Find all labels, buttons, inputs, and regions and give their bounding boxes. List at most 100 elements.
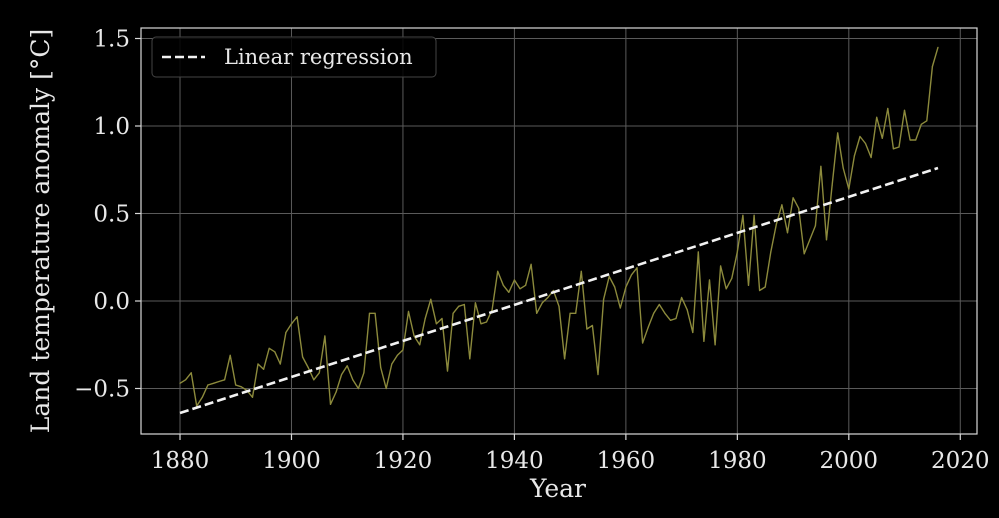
temperature-anomaly-point [491,309,493,311]
x-tick-label: 1880 [151,448,210,474]
legend-label-linear-regression: Linear regression [224,45,413,69]
temperature-anomaly-point [625,286,627,288]
temperature-anomaly-point [731,277,733,279]
temperature-anomaly-point [931,65,934,68]
temperature-anomaly-point [335,391,337,393]
temperature-anomaly-point [441,317,443,320]
x-axis: 1880 1900 1920 1940 1960 1980 2000 2020 [151,434,990,474]
temperature-anomaly-point [296,316,298,318]
temperature-anomaly-point [240,386,242,388]
x-tick-label: 1980 [708,448,767,474]
x-axis-label: Year [529,474,586,503]
temperature-anomaly-point [853,155,856,157]
temperature-anomaly-point [837,132,839,134]
temperature-anomaly-point [452,312,454,314]
temperature-anomaly-point [892,148,895,150]
temperature-anomaly-point [497,270,499,272]
temperature-anomaly-point [201,396,203,398]
temperature-anomaly-point [825,239,828,241]
temperature-anomaly-point [508,291,510,293]
x-tick-label: 1900 [262,448,321,474]
temperature-anomaly-point [714,344,716,346]
temperature-anomaly-point [798,207,800,209]
temperature-anomaly-point [669,319,672,321]
temperature-anomaly-point [519,288,521,290]
temperature-anomaly-point [313,379,315,381]
temperature-anomaly-point [263,368,265,370]
temperature-anomaly-point [463,303,465,306]
temperature-anomaly-point [831,184,833,187]
temperature-anomaly-point [430,298,432,300]
temperature-anomaly-point [235,384,237,386]
x-tick-label: 1960 [597,448,656,474]
temperature-anomaly-point [469,358,471,360]
temperature-anomaly-point [915,139,917,141]
temperature-anomaly-point [380,366,382,369]
temperature-anomaly-point [742,214,744,216]
temperature-anomaly-point [190,372,192,374]
temperature-anomaly-point [597,373,599,376]
temperature-anomaly-point [881,137,883,139]
temperature-anomaly-point [747,284,750,286]
temperature-anomaly-point [814,225,817,227]
temperature-anomaly-point [413,335,415,337]
y-tick-label: 0.5 [93,202,130,228]
temperature-anomaly-point [781,204,783,206]
temperature-anomaly-point [803,253,805,255]
y-tick-label: 1.0 [93,114,130,140]
temperature-anomaly-point [274,351,276,353]
x-tick-label: 2000 [820,448,879,474]
temperature-anomaly-point [179,382,181,384]
temperature-anomaly-line [179,47,939,407]
temperature-anomaly-point [564,358,566,360]
temperature-anomaly-point [402,349,404,351]
x-tick-label: 2020 [931,448,990,474]
temperature-anomaly-point [352,379,354,381]
temperature-anomaly-point [786,232,789,234]
temperature-anomaly-point [630,274,633,276]
temperature-anomaly-point [435,323,437,325]
temperature-anomaly-point [229,354,231,356]
plot-series [179,46,939,415]
y-tick-label: 0.0 [93,289,130,315]
temperature-anomaly-point [424,317,426,320]
temperature-anomaly-point [720,265,722,267]
temperature-anomaly-point [536,312,538,314]
temperature-anomaly-point [346,365,348,367]
temperature-anomaly-point [530,263,532,265]
temperature-anomaly-point [329,403,332,405]
temperature-anomaly-point [809,239,811,241]
temperature-anomaly-point [603,298,605,300]
temperature-anomaly-point [525,284,527,286]
temperature-anomaly-point [708,279,711,281]
temperature-anomaly-point [675,317,677,320]
temperature-anomaly-point [608,275,610,278]
temperature-anomaly-point [887,107,889,110]
temperature-anomaly-point [664,312,666,314]
grid-lines [141,28,977,434]
temperature-anomaly-point [285,331,287,334]
temperature-anomaly-point [759,289,761,292]
temperature-anomaly-point [547,296,549,299]
temperature-anomaly-point [218,380,220,383]
temperature-anomaly-point [653,312,655,314]
temperature-anomaly-point [697,251,699,253]
legend: Linear regression [151,36,437,78]
temperature-anomaly-point [642,342,644,344]
temperature-anomaly-point [848,188,850,190]
temperature-anomaly-point [703,340,705,342]
temperature-anomaly-point [736,251,738,253]
temperature-anomaly-point [307,366,309,369]
temperature-anomaly-point [552,289,555,292]
regression-line [179,166,939,415]
y-axis: −0.5 0.0 0.5 1.0 1.5 [74,27,141,403]
temperature-anomaly-point [586,328,588,330]
temperature-anomaly-point [224,379,226,381]
temperature-anomaly-point [681,296,683,299]
temperature-anomaly-point [302,356,304,358]
temperature-anomaly-point [485,321,488,323]
temperature-anomaly-point [541,302,543,304]
temperature-anomaly-point [458,305,460,307]
temperature-anomaly-point [920,123,922,125]
